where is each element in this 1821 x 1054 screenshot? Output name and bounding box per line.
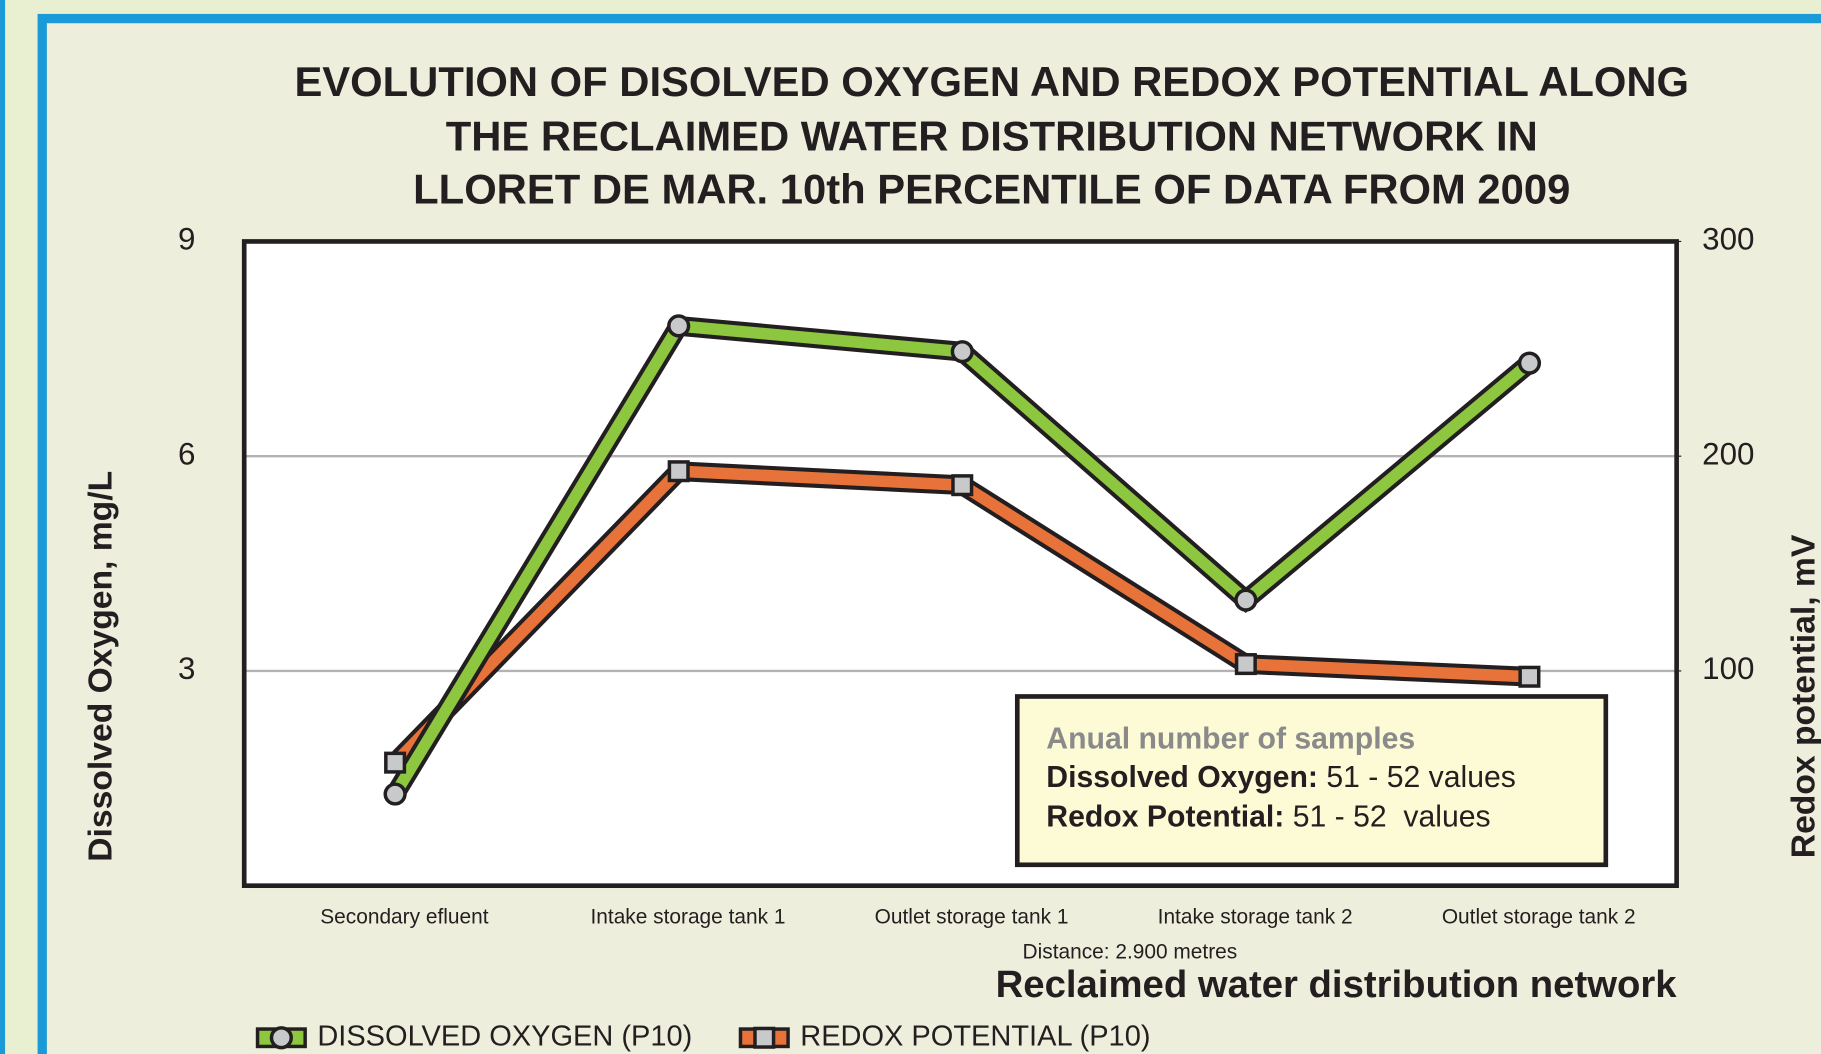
x-axis-label: Reclaimed water distribution network bbox=[996, 963, 1678, 1006]
y-axis-label: Dissolved Oxygen, mg/L bbox=[82, 471, 119, 862]
legend-label: DISSOLVED OXYGEN (P10) bbox=[317, 1020, 692, 1052]
y2-axis-label: Redox potential, mV bbox=[1785, 534, 1821, 858]
x-note: Distance: 2.900 metres bbox=[1023, 941, 1238, 964]
annotation-line: Dissolved Oxygen: 51 - 52 values bbox=[1046, 761, 1516, 794]
x-tick-label: Outlet storage tank 1 bbox=[875, 906, 1069, 929]
annotation-box bbox=[1014, 694, 1609, 868]
annotation-text: 51 - 52 values bbox=[1284, 800, 1490, 833]
y-tick-label: 6 bbox=[178, 436, 195, 471]
chart-title: EVOLUTION OF DISOLVED OXYGEN AND REDOX P… bbox=[294, 58, 1689, 105]
y-tick-label: 3 bbox=[178, 651, 195, 686]
chart-title: THE RECLAIMED WATER DISTRIBUTION NETWORK… bbox=[446, 112, 1538, 159]
annotation-line: Redox Potential: 51 - 52 values bbox=[1046, 800, 1490, 833]
square-marker bbox=[384, 751, 407, 774]
annotation-label: Redox Potential: bbox=[1046, 800, 1284, 833]
x-tick-label: Outlet storage tank 2 bbox=[1442, 906, 1636, 929]
y2-tick-label: 200 bbox=[1702, 436, 1754, 471]
legend-label: REDOX POTENTIAL (P10) bbox=[800, 1020, 1150, 1052]
square-marker bbox=[951, 474, 974, 497]
y2-tick-label: 300 bbox=[1702, 222, 1754, 257]
chart-title: LLORET DE MAR. 10th PERCENTILE OF DATA F… bbox=[413, 166, 1570, 213]
plot-frame bbox=[241, 239, 1679, 889]
circle-marker bbox=[667, 314, 691, 338]
circle-marker bbox=[1517, 351, 1542, 375]
annotation-label: Dissolved Oxygen: bbox=[1046, 761, 1318, 794]
y-tick-label: 9 bbox=[178, 222, 195, 257]
circle-marker bbox=[1234, 588, 1258, 612]
circle-marker bbox=[269, 1026, 293, 1050]
square-marker bbox=[1234, 653, 1257, 676]
left-edge bbox=[0, 0, 6, 1054]
circle-marker bbox=[383, 782, 407, 806]
annotation-heading: Anual number of samples bbox=[1046, 723, 1415, 756]
y2-tick-label: 100 bbox=[1702, 651, 1754, 686]
annotation-text: 51 - 52 values bbox=[1318, 761, 1516, 794]
x-tick-label: Secondary efluent bbox=[320, 906, 488, 929]
circle-marker bbox=[950, 340, 974, 364]
x-tick-label: Intake storage tank 1 bbox=[590, 906, 785, 929]
square-marker bbox=[753, 1026, 776, 1049]
square-marker bbox=[1518, 665, 1541, 688]
x-tick-label: Intake storage tank 2 bbox=[1158, 906, 1353, 929]
square-marker bbox=[667, 460, 690, 483]
